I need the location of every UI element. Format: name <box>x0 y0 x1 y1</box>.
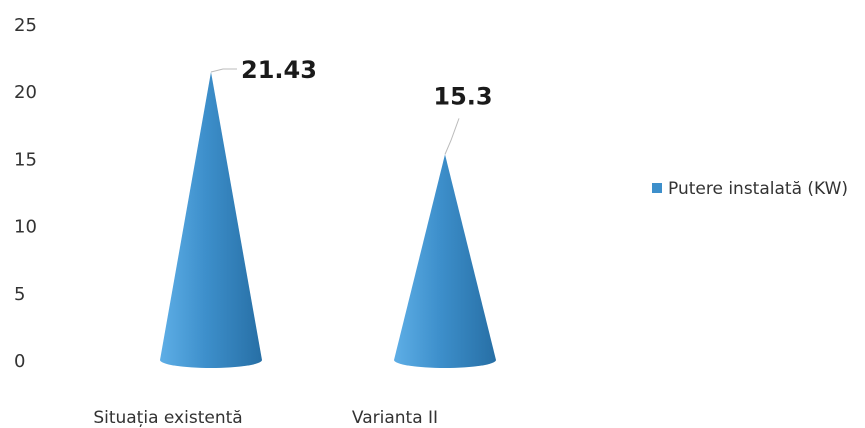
data-label-leader <box>444 118 460 155</box>
legend-label: Putere instalată (KW) <box>668 179 848 199</box>
data-label: 21.43 <box>241 56 317 84</box>
data-label: 15.3 <box>433 82 492 110</box>
y-tick-label: 0 <box>14 351 25 372</box>
x-tick-label: Varianta II <box>352 408 438 428</box>
chart-plot-area: 21.43 15.3 <box>160 56 496 368</box>
x-axis: Situația existentă Varianta II <box>93 408 438 428</box>
legend-swatch <box>652 183 662 193</box>
legend: Putere instalată (KW) <box>652 179 848 199</box>
x-tick-label: Situația existentă <box>93 408 242 428</box>
cone-bar <box>160 71 262 368</box>
y-axis: 0 5 10 15 20 25 <box>14 15 37 372</box>
y-tick-label: 10 <box>14 217 37 238</box>
data-label-leader <box>210 68 237 73</box>
cone-body <box>394 154 496 368</box>
y-tick-label: 5 <box>14 284 25 305</box>
y-tick-label: 15 <box>14 149 37 170</box>
cone-bar <box>394 154 496 368</box>
cone-body <box>160 71 262 368</box>
y-tick-label: 25 <box>14 15 37 36</box>
y-tick-label: 20 <box>14 82 37 103</box>
